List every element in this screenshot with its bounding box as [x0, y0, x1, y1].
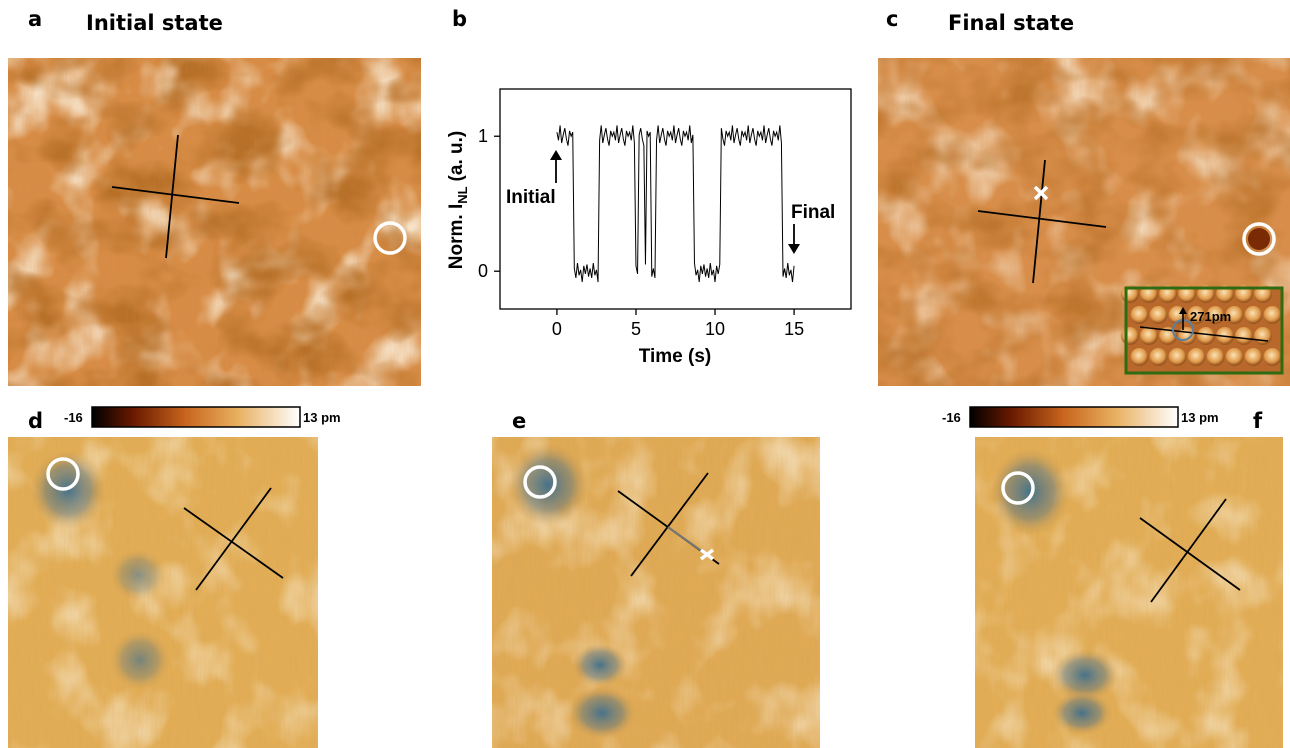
colorbar-gradient [91, 406, 301, 428]
cross-line [630, 472, 709, 577]
panel-title: Initial state [86, 11, 223, 35]
inset-atom [1121, 327, 1139, 345]
panel-f: f [975, 409, 1283, 748]
y-label-sub: NL [455, 186, 470, 203]
inset: 271pm [1121, 285, 1284, 375]
displacement-arrow [667, 526, 704, 553]
marker-circle [46, 457, 80, 491]
cross-line [1139, 517, 1241, 591]
cross-line [183, 507, 284, 579]
annotation: Final [791, 202, 835, 223]
stm-grain [8, 58, 421, 386]
x-tick-label: 0 [552, 319, 562, 339]
colorbar-max: 13 pm [1181, 410, 1219, 425]
colorbar-max: 13 pm [303, 410, 341, 425]
y-label-tail: (a. u.) [446, 131, 467, 182]
inset-atom [1244, 348, 1263, 366]
panel-label: d [28, 409, 43, 433]
panel-label: e [512, 409, 526, 433]
inset-atom [1225, 306, 1244, 324]
marker-circle [373, 221, 407, 255]
colorbar: -16 13 pm [942, 406, 1219, 428]
inset-atom [1149, 348, 1168, 366]
colorbar-min: -16 [64, 410, 83, 425]
stm-dark-spot [1051, 649, 1119, 701]
stm-dark-spot [110, 549, 166, 601]
x-axis-label: Time (s) [639, 346, 712, 367]
inset-atom [1225, 348, 1244, 366]
marker-x [1033, 185, 1049, 201]
panel-label: c [886, 7, 898, 31]
panel-d: d [8, 409, 318, 748]
stm-dark-spot [568, 687, 636, 739]
inset-atom [1197, 327, 1215, 345]
arrow-head [788, 244, 800, 254]
inset-atom [1263, 348, 1282, 366]
inset-label: 271pm [1190, 309, 1231, 324]
signal-line [556, 125, 795, 283]
arrow-head [550, 150, 562, 160]
stm-dark-spot [110, 630, 170, 690]
x-tick-label: 5 [631, 319, 641, 339]
panel-e: e [492, 409, 820, 748]
panel-label: a [28, 7, 42, 31]
inset-atom [1235, 327, 1253, 345]
inset-line [1139, 326, 1269, 342]
panel-b: b Time (s) Norm. INL (a. u.) Initial Fina… [446, 7, 852, 367]
stm-dark-spot [1052, 691, 1112, 735]
inset-atom [1263, 306, 1282, 324]
stm-dark-spot [30, 450, 106, 530]
colorbar: -16 13 pm [64, 406, 341, 428]
inset-atom [1187, 306, 1206, 324]
inset-atom [1206, 306, 1225, 324]
inset-atom [1187, 348, 1206, 366]
inset-atom [1206, 348, 1225, 366]
marker-circle [523, 465, 557, 499]
panel-label: b [452, 7, 467, 31]
x-tick-label: 15 [784, 319, 804, 339]
arrow-head [1179, 307, 1187, 314]
cross-line [1150, 498, 1227, 603]
panel-title: Final state [948, 11, 1074, 35]
stm-dark-spot [990, 448, 1070, 536]
cross-line [165, 134, 179, 259]
colorbar-min: -16 [942, 410, 961, 425]
stm-dark-spot [508, 443, 588, 527]
x-tick-label: 10 [705, 319, 725, 339]
cross-line [195, 487, 272, 591]
colorbar-gradient [969, 406, 1179, 428]
cross-line [1032, 159, 1046, 284]
inset-atom [1130, 348, 1149, 366]
marker-x [699, 548, 715, 561]
panel-a: a Initial state [8, 7, 421, 386]
stm-dark-spot [1248, 228, 1270, 250]
marker-circle [1001, 471, 1035, 505]
marker-circle [1242, 222, 1276, 256]
inset-atom [1140, 327, 1158, 345]
cross-line [977, 210, 1107, 228]
inset-frame [1124, 286, 1284, 375]
inset-atom [1244, 306, 1263, 324]
stm-dark-spot [572, 643, 628, 687]
annotation: Initial [506, 187, 556, 208]
panel-label: f [1253, 409, 1263, 433]
y-tick-label: 0 [478, 261, 488, 281]
y-label-main: Norm. I [446, 204, 467, 269]
inset-atom [1149, 306, 1168, 324]
inset-atom [1168, 348, 1187, 366]
cross-line [111, 186, 240, 204]
panel-c: 271pm c Final state [878, 7, 1290, 386]
y-tick-label: 1 [478, 126, 488, 146]
inset-atom [1130, 306, 1149, 324]
plot-frame [499, 88, 852, 310]
y-axis-label: Norm. INL (a. u.) [446, 131, 470, 269]
inset-atom [1254, 327, 1272, 345]
